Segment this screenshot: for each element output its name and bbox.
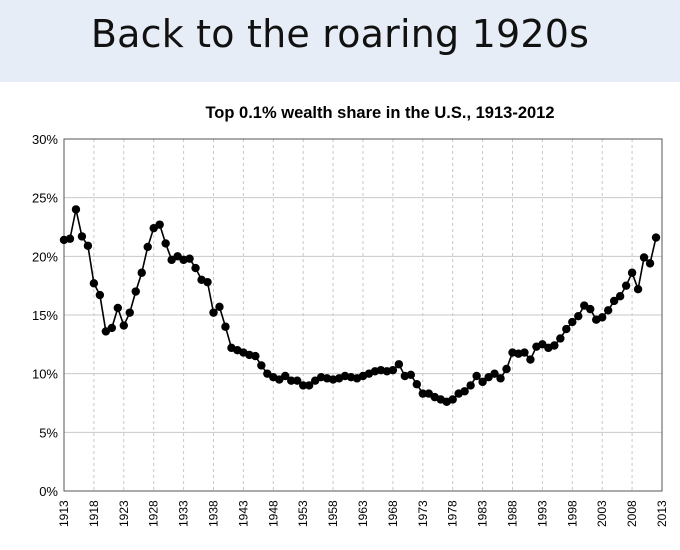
data-point xyxy=(472,371,481,381)
data-point xyxy=(639,253,649,262)
data-point xyxy=(77,232,87,241)
x-tick-label: 1963 xyxy=(356,500,370,527)
data-point xyxy=(221,322,230,331)
x-tick-label: 2008 xyxy=(625,500,639,527)
x-tick-label: 1953 xyxy=(296,500,310,527)
data-point xyxy=(65,234,75,243)
data-point xyxy=(257,361,266,370)
data-point xyxy=(490,369,499,378)
data-point xyxy=(556,334,565,343)
banner-title: Back to the roaring 1920s xyxy=(90,12,590,56)
data-point xyxy=(143,242,152,252)
data-point xyxy=(448,395,457,404)
data-point xyxy=(95,290,105,300)
x-tick-label: 1958 xyxy=(326,500,340,527)
x-tick-label: 1913 xyxy=(57,500,71,527)
data-point xyxy=(412,380,422,389)
data-point xyxy=(71,205,81,214)
data-point xyxy=(299,381,308,390)
y-tick-label: 30% xyxy=(32,132,58,147)
data-point xyxy=(496,374,505,383)
data-point xyxy=(651,233,661,242)
axis-labels: 0% 5% 10% 15% 20% 25% 30% 1913 1918 1923 1928 1933 1… xyxy=(32,132,669,527)
x-tick-label: 1943 xyxy=(236,500,250,527)
data-point xyxy=(586,304,595,314)
data-point xyxy=(394,360,404,369)
y-tick-label: 10% xyxy=(32,367,58,382)
x-tick-label: 1918 xyxy=(87,500,101,527)
data-point xyxy=(627,268,637,277)
data-point xyxy=(203,277,212,287)
y-tick-label: 25% xyxy=(32,191,58,206)
x-tick-label: 2013 xyxy=(655,500,669,527)
chart-title: Top 0.1% wealth share in the U.S., 1913-… xyxy=(205,104,555,122)
data-point xyxy=(215,302,224,311)
data-point xyxy=(251,351,260,361)
x-tick-label: 1983 xyxy=(476,500,490,527)
data-point xyxy=(633,284,643,294)
data-point xyxy=(281,371,290,381)
data-point xyxy=(418,389,427,398)
data-point xyxy=(161,239,170,248)
y-tick-label: 5% xyxy=(39,425,58,440)
data-point xyxy=(137,268,146,277)
x-tick-label: 1993 xyxy=(535,500,549,527)
x-tick-label: 1933 xyxy=(177,500,191,527)
data-point xyxy=(520,348,529,357)
y-tick-label: 0% xyxy=(39,484,58,499)
x-tick-label: 1928 xyxy=(147,500,161,527)
data-point xyxy=(562,324,571,334)
data-point xyxy=(107,323,117,333)
data-point xyxy=(603,306,613,315)
data-point xyxy=(568,317,577,327)
data-point xyxy=(191,263,200,273)
data-point xyxy=(621,281,631,290)
data-point xyxy=(209,308,218,317)
data-point xyxy=(502,364,511,374)
data-point xyxy=(574,311,583,321)
data-point xyxy=(388,365,398,375)
data-point xyxy=(131,287,140,296)
x-tick-label: 1968 xyxy=(386,500,400,527)
data-point xyxy=(119,321,128,330)
data-point xyxy=(526,355,535,364)
x-tick-label: 2003 xyxy=(595,500,609,527)
x-tick-label: 1938 xyxy=(207,500,221,527)
data-point xyxy=(304,381,314,390)
data-point xyxy=(83,241,93,250)
data-point xyxy=(287,376,296,385)
data-point xyxy=(406,370,416,380)
data-point xyxy=(89,279,99,288)
title-banner: Back to the roaring 1920s xyxy=(0,0,680,82)
x-tick-label: 1978 xyxy=(446,500,460,527)
x-tick-label: 1973 xyxy=(416,500,430,527)
y-tick-label: 15% xyxy=(32,308,58,323)
data-point xyxy=(155,220,164,229)
x-tick-label: 1948 xyxy=(266,500,280,527)
data-point xyxy=(478,377,487,387)
series-wealth-share xyxy=(59,205,661,407)
data-point xyxy=(466,381,475,390)
data-point xyxy=(609,296,619,306)
data-point xyxy=(460,387,469,396)
data-point xyxy=(598,313,607,322)
data-point xyxy=(645,259,655,268)
data-point xyxy=(185,254,194,263)
x-tick-label: 1998 xyxy=(565,500,579,527)
grid-lines xyxy=(63,138,663,492)
data-point xyxy=(615,292,625,301)
plot-frame xyxy=(63,138,663,492)
y-tick-label: 20% xyxy=(32,249,58,264)
x-tick-label: 1923 xyxy=(117,500,131,527)
data-point xyxy=(293,376,302,385)
data-point xyxy=(125,308,134,317)
series-line xyxy=(63,209,657,403)
data-point xyxy=(550,341,559,350)
data-point xyxy=(113,303,123,313)
x-tick-label: 1988 xyxy=(506,500,520,527)
